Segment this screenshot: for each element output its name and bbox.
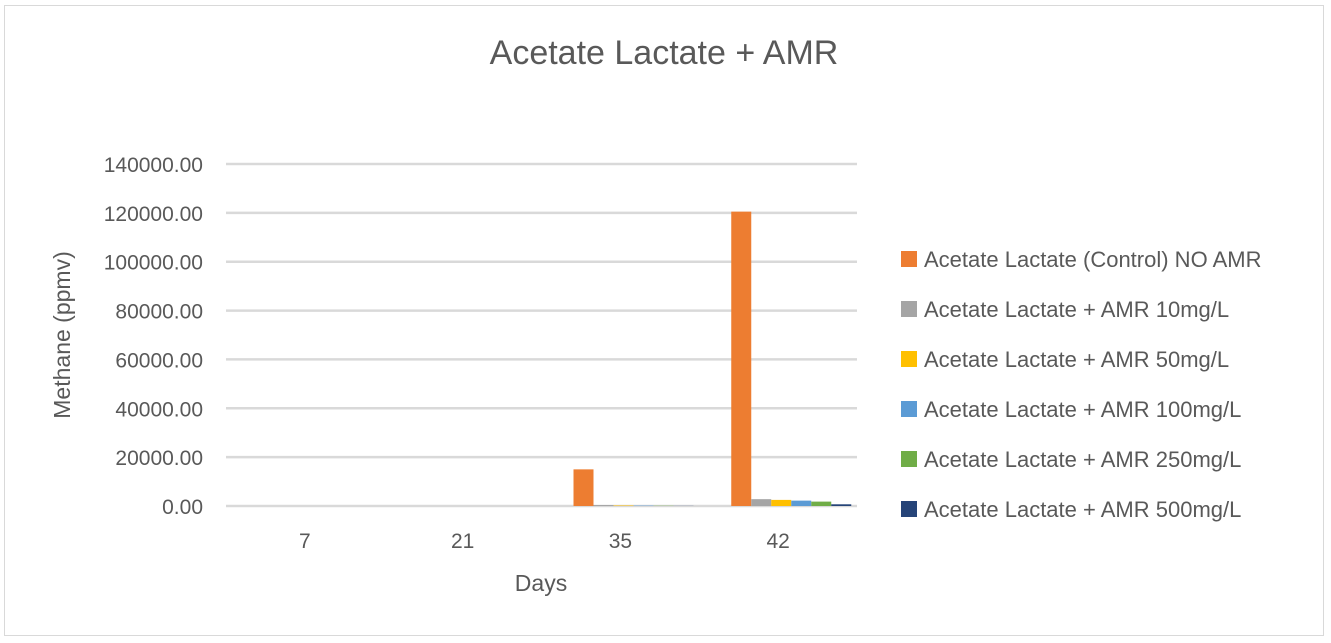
legend-label: Acetate Lactate (Control) NO AMR	[924, 247, 1261, 272]
bar	[771, 499, 792, 506]
y-tick-label: 60000.00	[115, 349, 203, 372]
bars	[573, 211, 852, 506]
bar	[751, 499, 772, 506]
x-tick-label: 42	[766, 530, 789, 553]
x-axis-label: Days	[515, 570, 567, 596]
y-tick-label: 40000.00	[115, 398, 203, 421]
chart-title: Acetate Lactate + AMR	[490, 34, 839, 72]
bar	[791, 500, 812, 506]
legend-label: Acetate Lactate + AMR 10mg/L	[924, 297, 1229, 322]
x-axis-ticks: 7 21 35 42	[299, 530, 790, 553]
y-tick-label: 0.00	[162, 496, 203, 519]
legend-swatch	[901, 251, 917, 267]
bar	[831, 504, 852, 506]
y-tick-label: 140000.00	[104, 154, 203, 177]
legend-label: Acetate Lactate + AMR 100mg/L	[924, 397, 1241, 422]
legend-swatch	[901, 301, 917, 317]
gridlines	[226, 162, 857, 508]
y-tick-label: 100000.00	[104, 252, 203, 275]
legend-swatch	[901, 501, 917, 517]
y-tick-label: 20000.00	[115, 447, 203, 470]
legend-label: Acetate Lactate + AMR 50mg/L	[924, 347, 1229, 372]
bar	[573, 469, 594, 506]
chart-frame	[4, 5, 1324, 636]
x-tick-label: 7	[299, 530, 311, 553]
bar	[593, 505, 614, 506]
legend-label: Acetate Lactate + AMR 250mg/L	[924, 447, 1241, 472]
legend-swatch	[901, 351, 917, 367]
legend-swatch	[901, 451, 917, 467]
legend: Acetate Lactate (Control) NO AMR Acetate …	[901, 247, 1261, 522]
legend-label: Acetate Lactate + AMR 500mg/L	[924, 497, 1241, 522]
y-axis-ticks: 0.00 20000.00 40000.00 60000.00 80000.00 1000…	[104, 154, 203, 519]
legend-swatch	[901, 401, 917, 417]
y-axis-label: Methane (ppmv)	[49, 251, 75, 418]
y-tick-label: 120000.00	[104, 203, 203, 226]
x-tick-label: 35	[609, 530, 632, 553]
bar	[731, 211, 752, 506]
bar	[811, 501, 832, 506]
x-tick-label: 21	[451, 530, 474, 553]
y-tick-label: 80000.00	[115, 301, 203, 324]
